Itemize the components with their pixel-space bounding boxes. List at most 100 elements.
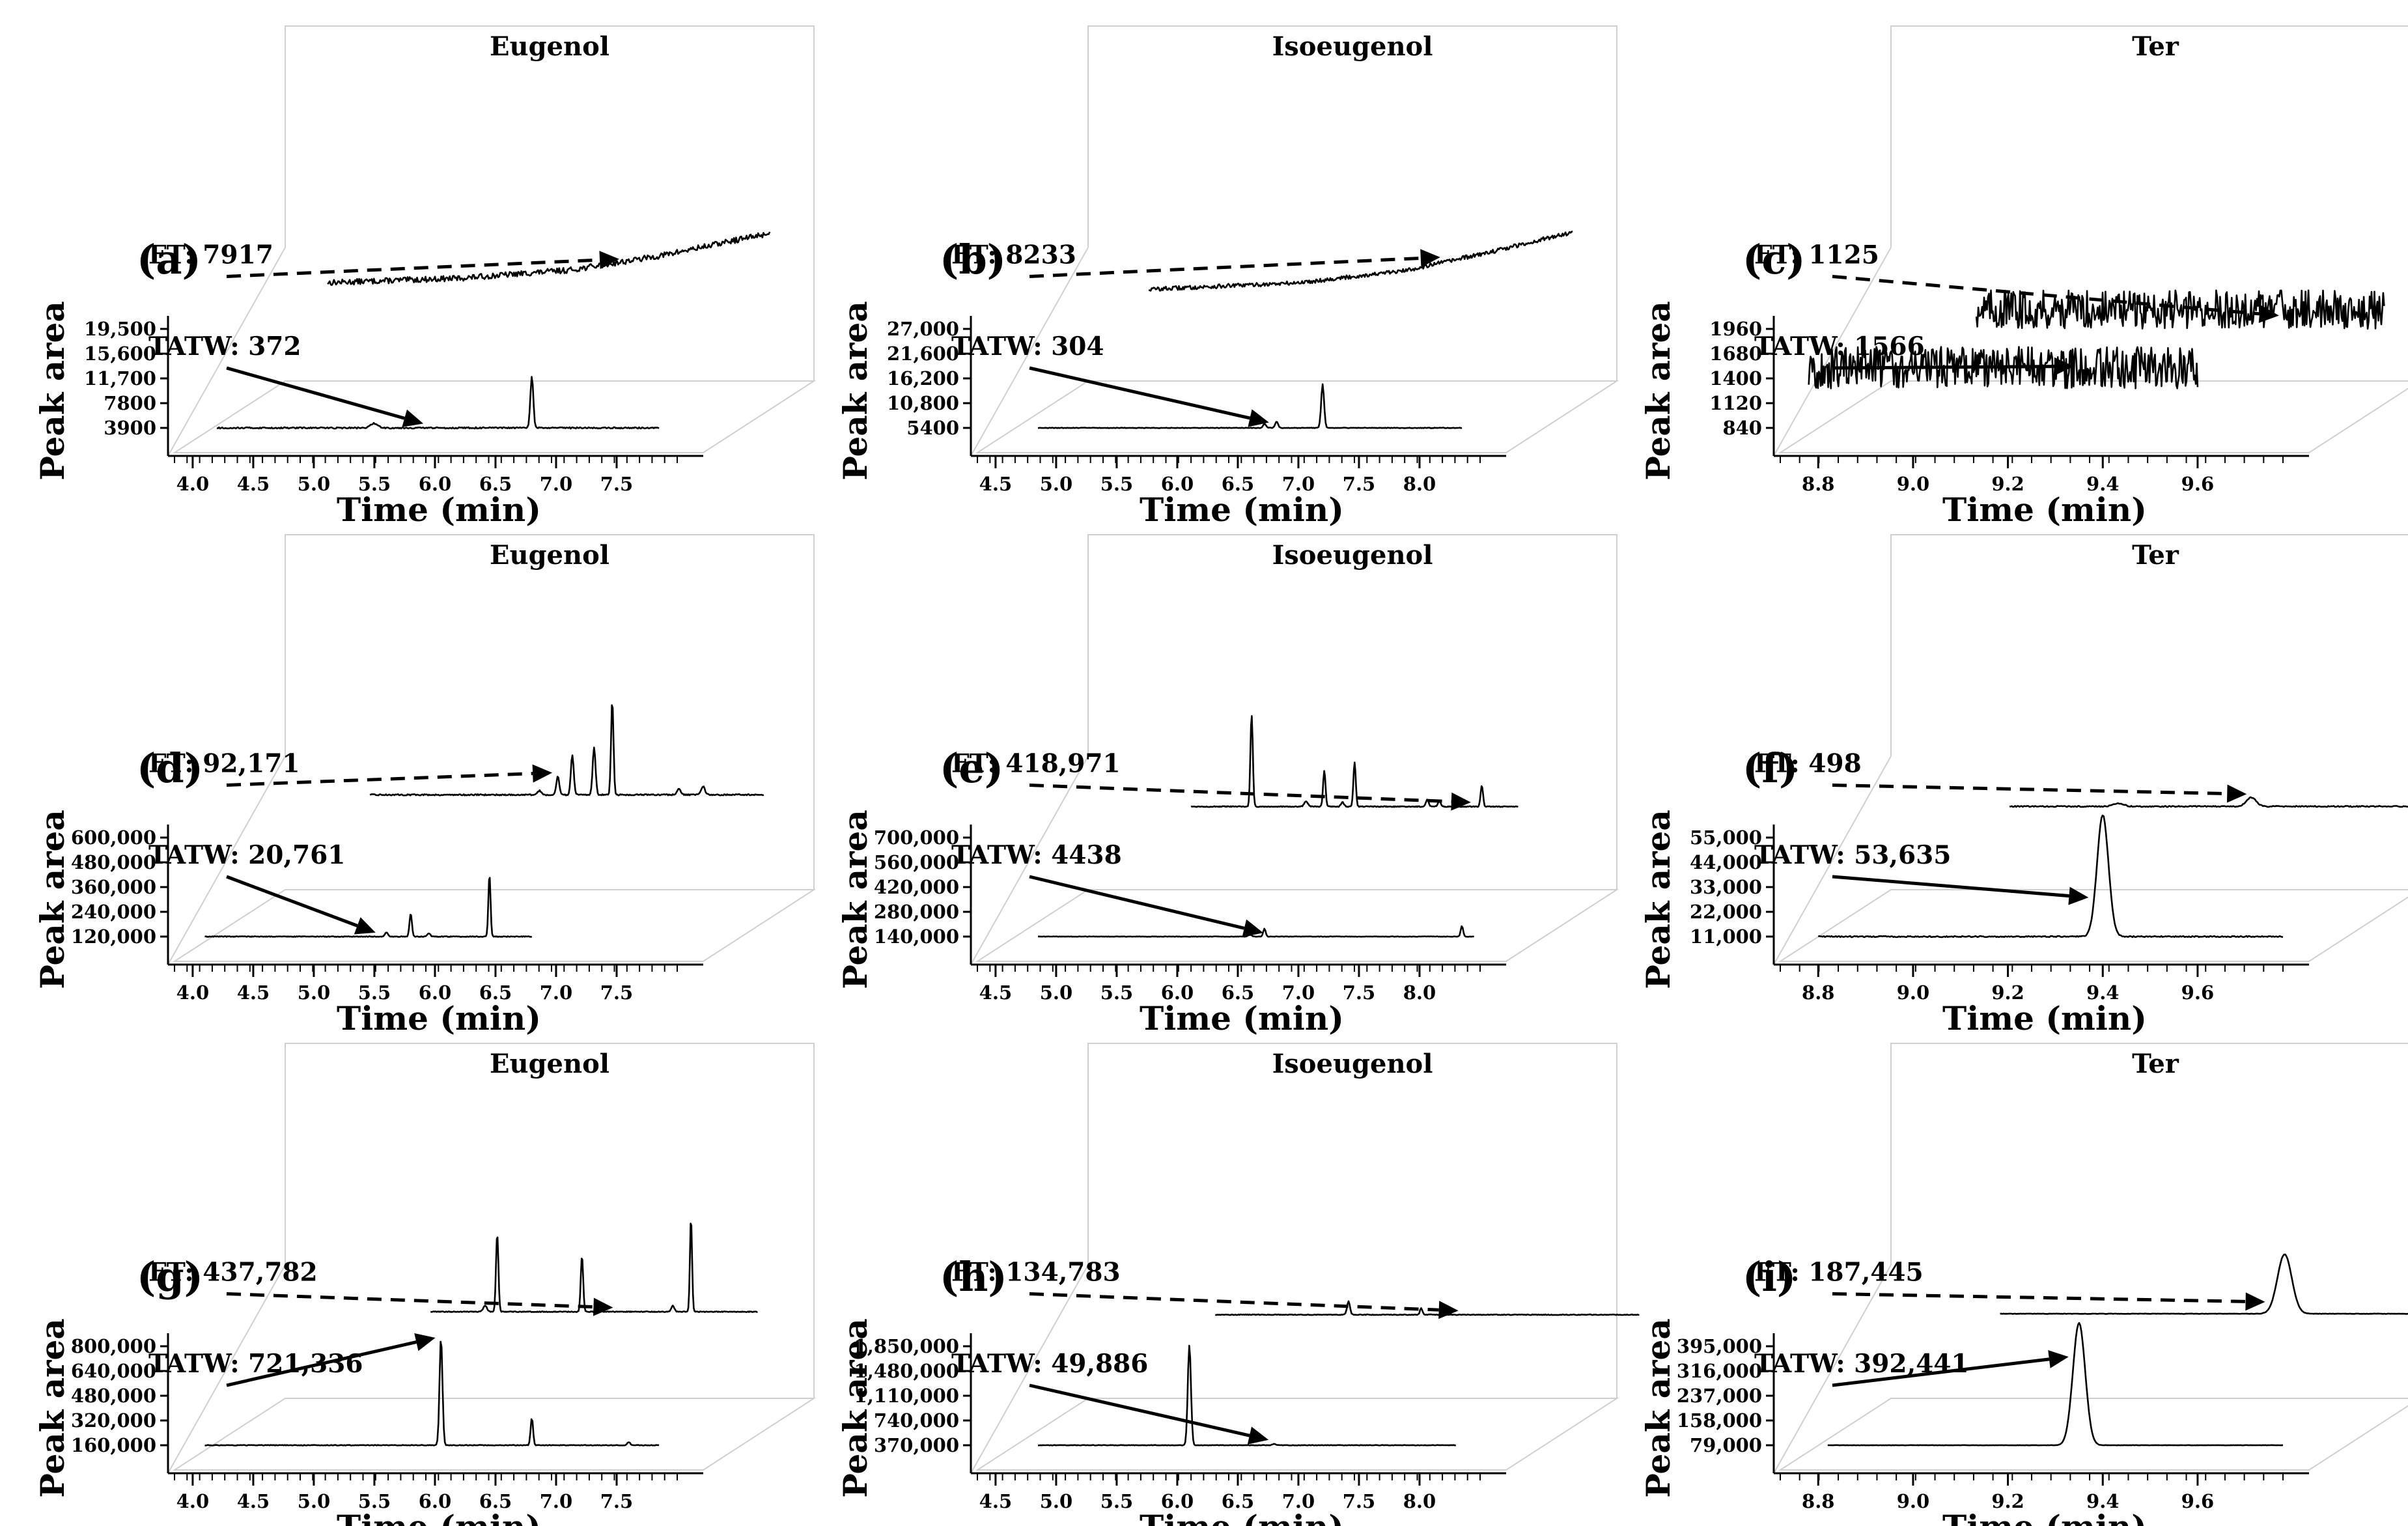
ft-arrow-head (1420, 249, 1440, 268)
y-axis-label: Peak area (836, 301, 875, 480)
ft-annotation: FT: 418,971 (951, 749, 1121, 779)
floor-plane (1778, 380, 2408, 453)
y-tick-label: 560,000 (874, 851, 959, 873)
y-tick-label: 10,800 (887, 392, 959, 414)
y-axis-label: Peak area (33, 301, 72, 480)
x-tick-label: 5.5 (358, 473, 391, 495)
x-tick-label: 5.0 (1040, 473, 1072, 495)
tatw-arrow-head (1247, 1426, 1269, 1445)
x-tick-label: 4.5 (237, 1490, 270, 1512)
x-tick-label: 8.0 (1403, 1490, 1436, 1512)
x-tick-label: 6.0 (419, 982, 451, 1004)
x-tick-label: 4.0 (176, 473, 209, 495)
y-tick-label: 740,000 (874, 1409, 959, 1432)
ft-arrow-shaft (226, 258, 600, 278)
panel-title: Isoeugenol (1272, 31, 1433, 62)
x-tick-label: 6.0 (1161, 982, 1194, 1004)
floor-plane (975, 1398, 1619, 1471)
y-tick-label: 33,000 (1690, 876, 1762, 898)
panel-title: Isoeugenol (1272, 540, 1433, 571)
y-tick-label: 140,000 (874, 925, 959, 948)
y-axis-label: Peak area (1639, 810, 1677, 989)
panel-e: 140,000 280,000 420,000 560,000 700,000 4.5 5.… (803, 509, 1619, 1038)
panel-title: Eugenol (490, 540, 609, 571)
y-tick-label: 370,000 (874, 1434, 959, 1456)
tatw-annotation: TATW: 372 (148, 332, 301, 361)
panel-title: Ter (2132, 31, 2179, 62)
panel-i: 79,000 158,000 237,000 316,000 395,000 8.8 9.0… (1606, 1017, 2408, 1526)
tatw-trace (1817, 814, 2284, 939)
ft-annotation: FT: 134,783 (951, 1258, 1121, 1288)
panel-letter: (c) (1743, 236, 1805, 283)
y-tick-label: 11,700 (84, 367, 156, 389)
x-tick-label: 9.6 (2181, 1490, 2214, 1512)
x-tick-label: 7.0 (540, 982, 572, 1004)
tatw-annotation: TATW: 4438 (951, 840, 1122, 870)
back-plane (285, 1043, 815, 1398)
x-tick-label: 4.5 (979, 1490, 1012, 1512)
panel-letter: (d) (137, 744, 203, 792)
x-tick-label: 5.0 (1040, 982, 1072, 1004)
x-tick-label: 8.8 (1802, 473, 1834, 495)
ft-arrow-head (593, 1297, 613, 1316)
x-tick-label: 5.0 (298, 1490, 330, 1512)
y-tick-label: 158,000 (1677, 1409, 1762, 1432)
x-tick-label: 8.8 (1802, 1490, 1834, 1512)
panel-title: Eugenol (490, 1049, 609, 1079)
y-tick-label: 1,110,000 (854, 1385, 959, 1407)
y-tick-label: 21,600 (887, 343, 959, 365)
depth-edge (1773, 756, 1892, 965)
panel-b: 5400 10,800 16,200 21,600 27,000 4.5 5.0 5.5 6.0… (803, 0, 1619, 529)
x-tick-label: 8.8 (1802, 982, 1834, 1004)
x-tick-label: 5.0 (298, 473, 330, 495)
ft-arrow-head (532, 764, 553, 783)
ft-annotation: FT: 92,171 (148, 749, 300, 779)
x-tick-label: 9.4 (2086, 1490, 2119, 1512)
y-tick-label: 1960 (1709, 318, 1762, 340)
x-tick-label: 6.5 (479, 473, 512, 495)
ft-arrow-shaft (226, 1292, 594, 1309)
panel-letter: (h) (940, 1253, 1007, 1301)
y-axis-label: Peak area (1639, 301, 1677, 480)
tatw-annotation: TATW: 20,761 (148, 840, 345, 870)
tatw-arrow-shaft (226, 1340, 417, 1387)
x-tick-label: 9.0 (1897, 1490, 1929, 1512)
y-tick-label: 55,000 (1690, 827, 1762, 849)
tatw-arrow-head (2068, 886, 2089, 905)
x-tick-label: 5.5 (358, 982, 391, 1004)
floor-plane (172, 1398, 817, 1471)
y-tick-label: 840 (1722, 417, 1762, 439)
y-tick-label: 600,000 (71, 827, 156, 849)
panel-letter: (b) (940, 236, 1006, 283)
tatw-annotation: TATW: 49,886 (951, 1349, 1148, 1379)
y-tick-label: 480,000 (71, 1385, 156, 1407)
x-tick-label: 7.5 (1343, 473, 1375, 495)
ft-trace (1190, 715, 1519, 808)
ft-arrow-shaft (1832, 1292, 2246, 1303)
x-axis-label: Time (min) (337, 999, 541, 1038)
ft-trace (1975, 289, 2385, 330)
y-tick-label: 1,480,000 (854, 1360, 959, 1382)
panel-d: 120,000 240,000 360,000 480,000 600,000 4.0 4.… (0, 509, 817, 1038)
back-plane (285, 534, 815, 890)
ft-annotation: FT: 498 (1754, 749, 1862, 779)
x-tick-label: 7.0 (540, 1490, 572, 1512)
y-tick-label: 7800 (104, 392, 156, 414)
y-tick-label: 120,000 (71, 925, 156, 948)
x-tick-label: 7.5 (1343, 982, 1375, 1004)
ft-arrow-head (2245, 1292, 2265, 1311)
back-plane (1087, 25, 1617, 381)
x-tick-label: 6.0 (419, 1490, 451, 1512)
y-tick-label: 22,000 (1690, 901, 1762, 923)
y-tick-label: 700,000 (874, 827, 959, 849)
tatw-arrow-head (414, 1333, 436, 1351)
ft-arrow-shaft (1029, 256, 1421, 278)
x-tick-label: 5.0 (1040, 1490, 1072, 1512)
y-tick-label: 240,000 (71, 901, 156, 923)
ft-trace (2000, 1253, 2408, 1315)
x-tick-label: 4.5 (237, 473, 270, 495)
x-tick-label: 7.0 (1282, 473, 1315, 495)
